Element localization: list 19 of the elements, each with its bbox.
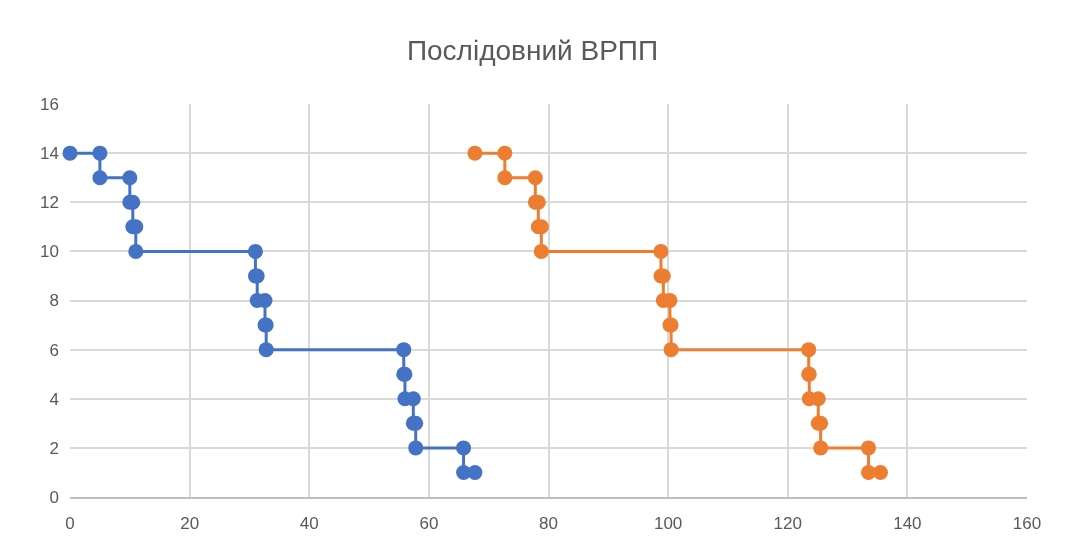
y-tick-label: 12 <box>40 193 59 213</box>
x-tick-label: 20 <box>180 514 200 534</box>
x-tick-label: 140 <box>893 514 922 534</box>
y-tick-label: 4 <box>49 389 59 409</box>
x-tick-label: 80 <box>539 514 558 534</box>
y-tick-label: 16 <box>40 94 59 114</box>
x-tick-label: 160 <box>1012 514 1042 534</box>
y-tick-label: 14 <box>40 144 59 164</box>
y-tick-label: 8 <box>49 291 59 311</box>
x-tick-label: 120 <box>773 514 802 534</box>
y-tick-label: 10 <box>40 242 59 262</box>
x-tick-label: 0 <box>65 514 75 534</box>
y-tick-label: 2 <box>49 438 59 458</box>
chart-title: Послідовний ВРПП <box>406 35 659 67</box>
x-tick-label: 100 <box>653 514 683 534</box>
x-tick-label: 40 <box>299 514 319 534</box>
y-tick-label: 6 <box>49 340 59 360</box>
x-tick-label: 60 <box>419 514 439 534</box>
y-tick-label: 0 <box>49 487 59 507</box>
